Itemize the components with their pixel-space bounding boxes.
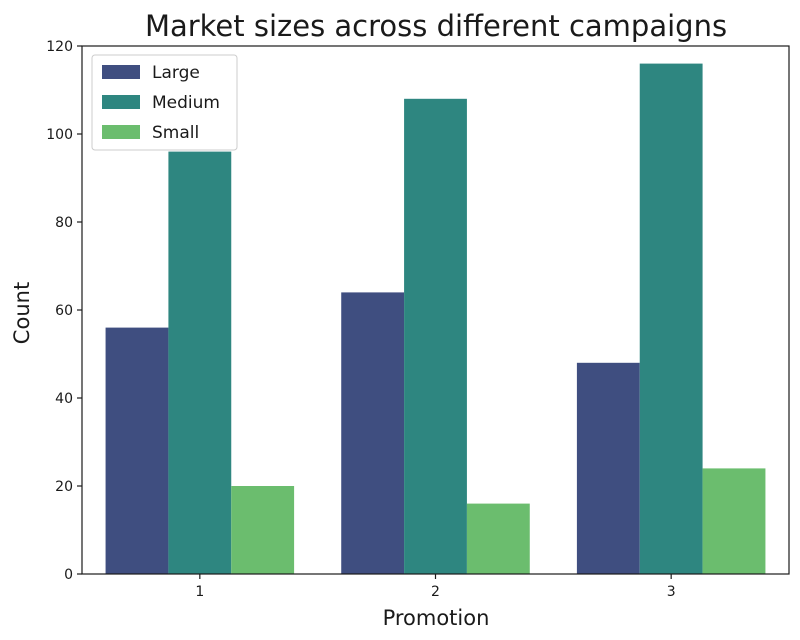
x-tick-label: 2 [431,584,440,600]
x-axis-label: Promotion [383,606,490,630]
bar-large-promotion-1 [105,327,169,574]
legend-label-small: Small [152,123,199,143]
legend: Large Medium Small [91,54,238,151]
bar-medium-promotion-1 [168,151,232,574]
legend-swatch-small [102,125,140,139]
legend-swatch-large [102,65,140,79]
x-tick-label: 1 [195,584,204,600]
y-ticks: 0 20 40 60 80 100 120 [46,39,82,583]
y-tick-label: 100 [46,127,73,143]
y-tick-label: 20 [55,479,73,495]
bar-large-promotion-2 [341,292,405,574]
y-tick-label: 0 [64,567,73,583]
x-tick-label: 3 [667,584,676,600]
y-tick-label: 60 [55,303,73,319]
x-ticks: 1 2 3 [195,574,676,600]
bar-medium-promotion-3 [639,63,703,574]
legend-label-medium: Medium [152,93,220,113]
plot-frame [81,45,790,575]
y-tick-label: 80 [55,215,73,231]
chart-title: Market sizes across different campaigns [145,9,727,43]
bar-large-promotion-3 [576,362,640,574]
bar-medium-promotion-2 [404,98,467,575]
bar-small-promotion-3 [702,468,766,574]
y-axis-label: Count [10,282,34,344]
y-tick-label: 40 [55,391,73,407]
y-tick-label: 120 [46,39,73,55]
bar-small-promotion-1 [231,486,295,574]
bar-small-promotion-2 [466,503,530,574]
legend-swatch-medium [102,95,140,109]
legend-label-large: Large [152,63,200,83]
bars-group [105,63,766,575]
